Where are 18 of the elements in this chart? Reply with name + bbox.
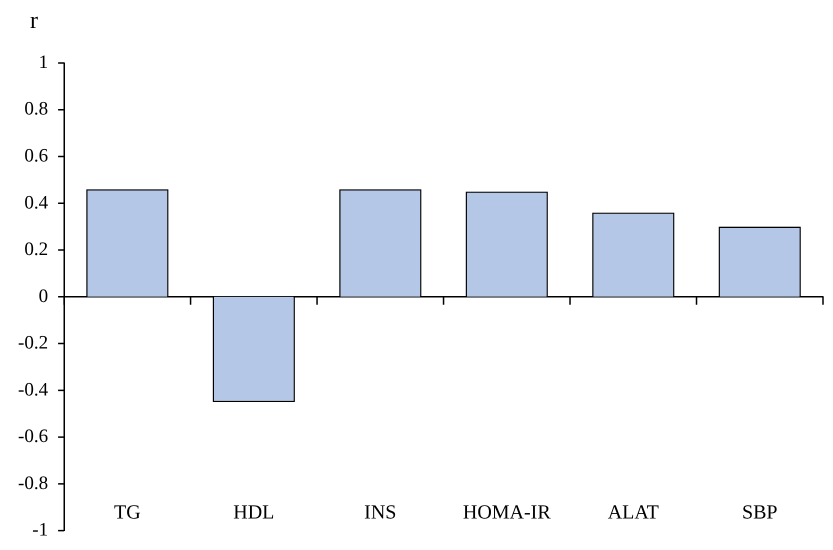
y-tick-label: 1: [38, 52, 48, 73]
x-tick-label: INS: [364, 502, 396, 524]
y-tick-label: 0: [38, 286, 48, 307]
y-tick-label: 0.6: [24, 146, 48, 167]
y-tick-label: -0.6: [18, 426, 48, 448]
x-tick-label: TG: [114, 502, 141, 524]
x-tick-label: HDL: [233, 502, 274, 524]
x-tick-label: SBP: [742, 502, 778, 524]
x-tick-label: HOMA-IR: [462, 502, 552, 524]
y-tick-label: 0.4: [24, 192, 49, 214]
y-tick-label: -0.8: [18, 472, 48, 494]
x-tick-label: ALAT: [608, 502, 659, 524]
y-tick-label: -1: [32, 520, 48, 541]
y-tick-label: 0.8: [24, 98, 48, 120]
y-tick-label: -0.4: [18, 379, 49, 400]
y-tick-label: -0.2: [18, 332, 48, 354]
y-tick-label: 0.2: [24, 239, 48, 260]
y-axis-title: r: [30, 8, 38, 34]
